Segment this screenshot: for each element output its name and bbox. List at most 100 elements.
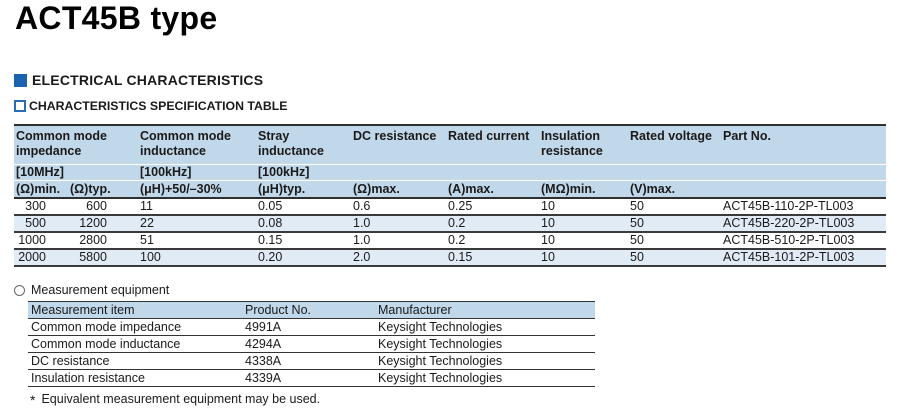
spec-group-header: Rated voltage (614, 124, 712, 165)
open-square-icon (14, 100, 26, 112)
spec-cell: 10 (525, 198, 614, 216)
equipment-cell: 4294A (230, 335, 363, 353)
spec-cell: 0.05 (242, 198, 337, 216)
table-row: Insulation resistance 4339A Keysight Tec… (28, 369, 595, 387)
spec-cell: 0.6 (337, 198, 432, 216)
equipment-col-header: Measurement item (28, 301, 230, 319)
spec-unit-header: (Ω)max. (337, 180, 432, 199)
spec-cell: 0.15 (432, 249, 525, 267)
table-row: 500 1200 22 0.08 1.0 0.2 10 50 ACT45B-22… (14, 215, 886, 233)
spec-cell: 50 (614, 215, 707, 233)
spec-cell: 50 (614, 249, 707, 267)
spec-cell-part-no: ACT45B-101-2P-TL003 (707, 249, 886, 267)
spec-table: Common mode impedance Common mode induct… (14, 124, 886, 267)
spec-frequency-header-empty (432, 164, 525, 181)
spec-frequency-header-empty (337, 164, 432, 181)
section-electrical-label: ELECTRICAL CHARACTERISTICS (32, 72, 264, 88)
spec-cell: 50 (614, 198, 707, 216)
spec-cell: 1000 (14, 232, 66, 250)
equipment-cell: Common mode inductance (28, 335, 230, 353)
spec-cell: 0.15 (242, 232, 337, 250)
spec-cell: 1.0 (337, 215, 432, 233)
spec-unit-header-empty (707, 180, 886, 199)
spec-cell: 600 (66, 198, 124, 216)
measurement-equipment-heading: Measurement equipment (14, 283, 169, 297)
spec-cell: 0.20 (242, 249, 337, 267)
spec-frequency-header-empty (614, 164, 707, 181)
spec-frequency-header-empty (525, 164, 614, 181)
table-row: DC resistance 4338A Keysight Technologie… (28, 352, 595, 370)
spec-frequency-header-empty (707, 164, 886, 181)
filled-square-icon (14, 73, 27, 87)
spec-cell: 2000 (14, 249, 66, 267)
equipment-table: Measurement item Product No. Manufacture… (28, 301, 595, 387)
spec-cell: 10 (525, 232, 614, 250)
equipment-cell: Keysight Technologies (363, 352, 595, 370)
spec-cell: 2.0 (337, 249, 432, 267)
spec-cell: 10 (525, 249, 614, 267)
spec-cell-part-no: ACT45B-510-2P-TL003 (707, 232, 886, 250)
spec-cell: 0.25 (432, 198, 525, 216)
spec-group-header: Rated current (432, 124, 529, 165)
equipment-cell: Keysight Technologies (363, 369, 595, 387)
table-row: 300 600 11 0.05 0.6 0.25 10 50 ACT45B-11… (14, 198, 886, 216)
spec-cell: 51 (124, 232, 242, 250)
footnote-text: Equivalent measurement equipment may be … (41, 392, 321, 406)
equipment-cell: Common mode impedance (28, 318, 230, 336)
equipment-cell: 4339A (230, 369, 363, 387)
spec-unit-header: (A)max. (432, 180, 525, 199)
spec-cell: 0.2 (432, 232, 525, 250)
spec-group-header-row: Common mode impedance Common mode induct… (14, 124, 886, 165)
spec-group-header: Insulation resistance (525, 124, 614, 165)
section-electrical-heading: ELECTRICAL CHARACTERISTICS (14, 72, 263, 88)
spec-group-header: Part No. (707, 124, 886, 165)
table-row: Common mode impedance 4991A Keysight Tec… (28, 318, 595, 336)
spec-unit-header-row: (Ω)min. (Ω)typ. (μH)+50/–30% (μH)typ. (Ω… (14, 180, 886, 199)
spec-cell: 300 (14, 198, 66, 216)
spec-cell: 1.0 (337, 232, 432, 250)
spec-unit-header: (Ω)min. (14, 180, 66, 199)
spec-frequency-header: [100kHz] (124, 164, 242, 181)
spec-frequency-header-row: [10MHz] [100kHz] [100kHz] (14, 164, 886, 181)
spec-cell: 5800 (66, 249, 124, 267)
spec-cell: 0.2 (432, 215, 525, 233)
equipment-cell: Insulation resistance (28, 369, 230, 387)
spec-unit-header: (μH)typ. (242, 180, 337, 199)
spec-cell: 11 (124, 198, 242, 216)
spec-group-header: Common mode inductance (124, 124, 242, 165)
footnote: * Equivalent measurement equipment may b… (30, 391, 321, 408)
equipment-col-header: Manufacturer (363, 301, 595, 319)
page-title: ACT45B type (15, 0, 218, 36)
equipment-cell: 4338A (230, 352, 363, 370)
equipment-header-row: Measurement item Product No. Manufacture… (28, 301, 595, 319)
spec-frequency-header: [100kHz] (242, 164, 337, 181)
spec-cell-part-no: ACT45B-110-2P-TL003 (707, 198, 886, 216)
equipment-col-header: Product No. (230, 301, 363, 319)
spec-unit-header: (μH)+50/–30% (124, 180, 242, 199)
spec-cell: 1200 (66, 215, 124, 233)
equipment-cell: Keysight Technologies (363, 335, 595, 353)
asterisk-marker: * (30, 392, 36, 408)
measurement-equipment-label: Measurement equipment (31, 283, 170, 297)
section-spec-heading: CHARACTERISTICS SPECIFICATION TABLE (14, 99, 287, 113)
spec-cell: 0.08 (242, 215, 337, 233)
spec-cell: 50 (614, 232, 707, 250)
spec-group-header: Stray inductance (242, 124, 337, 165)
spec-cell: 500 (14, 215, 66, 233)
table-row: 2000 5800 100 0.20 2.0 0.15 10 50 ACT45B… (14, 249, 886, 267)
spec-cell: 10 (525, 215, 614, 233)
spec-cell: 100 (124, 249, 242, 267)
equipment-cell: 4991A (230, 318, 363, 336)
table-row: 1000 2800 51 0.15 1.0 0.2 10 50 ACT45B-5… (14, 232, 886, 250)
equipment-cell: Keysight Technologies (363, 318, 595, 336)
table-row: Common mode inductance 4294A Keysight Te… (28, 335, 595, 353)
spec-unit-header: (V)max. (614, 180, 707, 199)
spec-unit-header: (Ω)typ. (66, 180, 124, 199)
spec-cell: 22 (124, 215, 242, 233)
spec-cell: 2800 (66, 232, 124, 250)
equipment-cell: DC resistance (28, 352, 230, 370)
spec-frequency-header: [10MHz] (14, 164, 124, 181)
circle-bullet-icon (14, 284, 25, 296)
section-spec-label: CHARACTERISTICS SPECIFICATION TABLE (29, 99, 288, 113)
